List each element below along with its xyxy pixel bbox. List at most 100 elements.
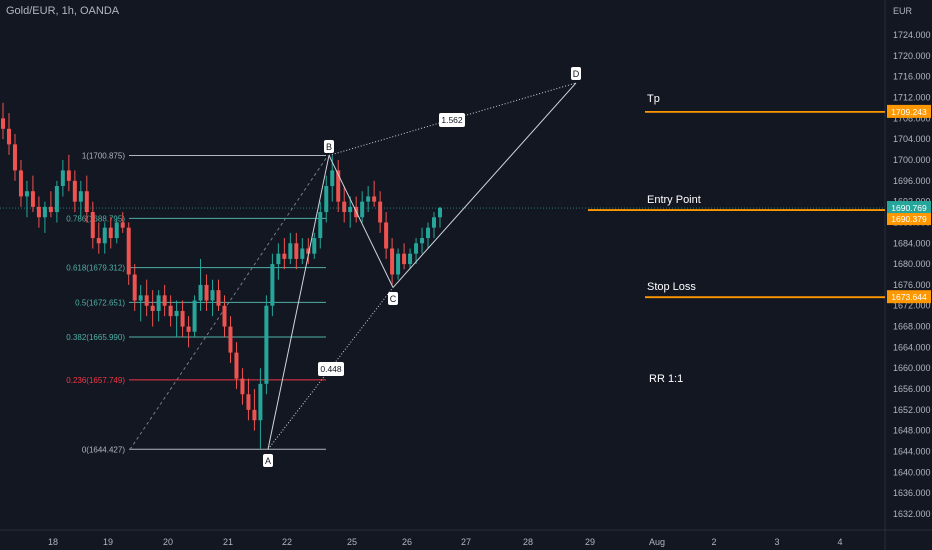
candle-body xyxy=(30,191,35,207)
candle-body xyxy=(168,305,173,317)
candle-body xyxy=(318,212,323,239)
candle-body xyxy=(408,253,413,265)
trade-level-name: Stop Loss xyxy=(647,281,696,293)
x-tick-label: 25 xyxy=(347,537,357,547)
y-tick-label: 1716.000 xyxy=(893,72,931,82)
candle-body xyxy=(132,274,137,301)
candle-body xyxy=(246,394,251,410)
x-tick-label: 28 xyxy=(523,537,533,547)
y-tick-label: 1636.000 xyxy=(893,488,931,498)
candle-body xyxy=(426,227,431,239)
pattern-ratio-badge xyxy=(318,362,344,376)
candle-body xyxy=(348,206,353,213)
y-tick-label: 1704.000 xyxy=(893,134,931,144)
candle-body xyxy=(18,170,23,197)
candle-body xyxy=(234,352,239,379)
stop-price-badge xyxy=(887,290,931,304)
chart-title: Gold/EUR, 1h, OANDA xyxy=(6,5,120,17)
candle-body xyxy=(270,264,275,306)
x-tick-label: Aug xyxy=(649,537,665,547)
candle-body xyxy=(282,253,287,259)
candle-body xyxy=(180,310,185,327)
fib-level-label: 0.786(1688.795) xyxy=(66,214,125,223)
candle-body xyxy=(276,253,281,265)
candle-body xyxy=(384,222,389,249)
candle-body xyxy=(252,409,257,421)
candle-body xyxy=(150,305,155,311)
y-tick-label: 1724.000 xyxy=(893,30,931,40)
pattern-point-badge xyxy=(324,140,334,153)
candle-body xyxy=(228,326,233,353)
candle-body xyxy=(360,201,365,218)
y-tick-label: 1668.000 xyxy=(893,322,931,332)
candle-body xyxy=(114,222,119,239)
pattern-ratio-label: 0.448 xyxy=(320,364,342,374)
candle-body xyxy=(126,227,131,275)
candle-body xyxy=(366,196,371,202)
candle-body xyxy=(306,248,311,254)
candle-body xyxy=(24,191,29,197)
fib-level-label: 0.236(1657.749) xyxy=(66,376,125,385)
candle-body xyxy=(240,378,245,395)
candle-body xyxy=(60,170,65,187)
tp-price-text: 1709.243 xyxy=(891,107,927,117)
y-tick-label: 1644.000 xyxy=(893,446,931,456)
candle-body xyxy=(222,305,227,327)
candle-body xyxy=(36,206,41,218)
fib-level-label: 0(1644.427) xyxy=(82,445,125,454)
fib-trend-line xyxy=(129,155,329,450)
candle-body xyxy=(204,284,209,301)
candle-body xyxy=(156,295,161,311)
x-tick-label: 27 xyxy=(461,537,471,547)
candle-body xyxy=(420,238,425,244)
y-tick-label: 1640.000 xyxy=(893,467,931,477)
pattern-point-badge xyxy=(571,67,581,80)
candle-body xyxy=(312,238,317,254)
rr-label: RR 1:1 xyxy=(649,373,683,385)
y-tick-label: 1708.000 xyxy=(893,113,931,123)
fib-level-label: 0.5(1672.651) xyxy=(75,298,125,307)
candle-body xyxy=(378,201,383,223)
candle-body xyxy=(42,206,47,218)
y-tick-label: 1632.000 xyxy=(893,509,931,519)
y-tick-label: 1720.000 xyxy=(893,51,931,61)
trade-level-name: Entry Point xyxy=(647,194,701,206)
candle-body xyxy=(300,248,305,259)
x-tick-label: 4 xyxy=(837,537,842,547)
candle-body xyxy=(324,186,329,213)
y-tick-label: 1680.000 xyxy=(893,259,931,269)
fib-level-label: 1(1700.875) xyxy=(82,151,125,160)
candle-body xyxy=(216,290,221,306)
fib-level-label: 0.618(1679.312) xyxy=(66,264,125,273)
candle-body xyxy=(372,196,377,202)
candle-body xyxy=(396,253,401,275)
candle-body xyxy=(330,170,335,187)
candle-body xyxy=(144,295,149,306)
candle-body xyxy=(336,170,341,202)
x-tick-label: 19 xyxy=(103,537,113,547)
pattern-point-badge xyxy=(388,292,398,305)
entry-price-badge xyxy=(887,213,931,226)
current-price-badge xyxy=(887,201,931,215)
candle-body xyxy=(96,238,101,244)
y-axis-currency: EUR xyxy=(893,6,913,16)
y-tick-label: 1660.000 xyxy=(893,363,931,373)
candle-body xyxy=(288,243,293,259)
candle-body xyxy=(54,186,59,213)
pattern-point-label: A xyxy=(265,456,271,466)
candle-body xyxy=(84,191,89,213)
trade-level-name: Tp xyxy=(647,93,660,105)
y-tick-label: 1652.000 xyxy=(893,405,931,415)
stop-price-text: 1673.644 xyxy=(891,292,927,302)
candle-body xyxy=(198,284,203,301)
candle-body xyxy=(414,243,419,254)
y-tick-label: 1672.000 xyxy=(893,301,931,311)
candle-body xyxy=(174,310,179,317)
fib-level-label: 0.382(1665.990) xyxy=(66,333,125,342)
pattern-ratio-bd xyxy=(328,82,577,156)
tp-price-badge xyxy=(887,104,931,118)
candle-body xyxy=(192,300,197,332)
candle-body xyxy=(138,295,143,301)
